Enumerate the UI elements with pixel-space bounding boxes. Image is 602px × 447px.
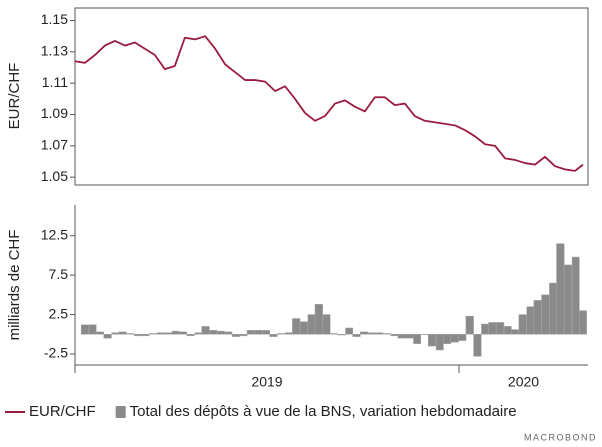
y-tick-label: 12.5 xyxy=(41,226,68,242)
bar xyxy=(118,331,127,335)
bar xyxy=(201,326,210,335)
y-tick-label: 1.11 xyxy=(42,74,68,90)
y-tick-label: -2.5 xyxy=(44,345,68,361)
y-axis-label: milliards de CHF xyxy=(6,230,23,341)
bar xyxy=(556,243,565,335)
bar xyxy=(186,334,195,337)
bar xyxy=(382,333,391,335)
bar xyxy=(563,264,573,335)
bar xyxy=(231,334,240,337)
bar xyxy=(526,306,535,335)
y-tick-label: 1.07 xyxy=(41,137,68,153)
bar xyxy=(80,324,90,335)
bar xyxy=(314,304,323,335)
bar xyxy=(458,334,467,341)
bar xyxy=(239,334,248,337)
y-tick-label: 1.05 xyxy=(41,168,68,184)
bar xyxy=(284,332,293,335)
y-axis-label: EUR/CHF xyxy=(6,63,23,130)
bar xyxy=(367,332,376,335)
y-tick-label: 7.5 xyxy=(49,266,69,282)
bar xyxy=(209,330,218,335)
bar xyxy=(126,333,135,335)
bar xyxy=(450,334,459,343)
bar xyxy=(533,300,542,335)
bar xyxy=(375,332,384,335)
legend-label: Total des dépôts à vue de la BNS, variat… xyxy=(130,403,517,420)
bar xyxy=(481,323,489,335)
bar xyxy=(465,315,474,335)
bar xyxy=(413,334,422,344)
bar xyxy=(148,333,158,335)
bar xyxy=(420,334,429,336)
bar xyxy=(277,333,286,335)
bar xyxy=(194,332,203,335)
bar xyxy=(178,331,187,335)
bar xyxy=(171,330,180,335)
x-tick-label: 2020 xyxy=(508,374,539,390)
bar xyxy=(111,332,120,335)
bar xyxy=(292,318,301,335)
bar xyxy=(307,314,316,335)
bar xyxy=(88,324,97,335)
bar xyxy=(503,326,512,335)
legend-swatch xyxy=(115,406,126,418)
bar xyxy=(141,334,150,337)
y-tick-label: 1.15 xyxy=(41,11,68,27)
bar xyxy=(488,322,497,335)
y-tick-label: 1.09 xyxy=(41,105,68,121)
bar xyxy=(549,282,557,335)
bar xyxy=(337,334,346,336)
bar xyxy=(224,331,233,335)
bar xyxy=(360,331,369,335)
bar xyxy=(518,314,527,335)
bar xyxy=(390,334,399,337)
bar xyxy=(156,332,165,335)
bar xyxy=(495,322,505,335)
bar xyxy=(473,334,482,357)
bar xyxy=(442,334,452,344)
x-tick-label: 2019 xyxy=(251,374,282,390)
bar xyxy=(329,333,338,335)
bar xyxy=(103,334,112,339)
plot-frame xyxy=(74,7,589,186)
bar xyxy=(262,330,271,335)
bar xyxy=(217,330,225,335)
bar xyxy=(345,327,354,335)
bar xyxy=(579,310,587,335)
bar xyxy=(571,256,580,335)
bar xyxy=(405,334,414,339)
bar xyxy=(163,332,173,335)
bar xyxy=(322,314,331,335)
bar xyxy=(95,331,105,335)
footer: MACROBOND xyxy=(524,432,597,442)
bar xyxy=(134,334,142,337)
bar xyxy=(299,321,308,335)
bar xyxy=(435,334,444,351)
y-tick-label: 1.13 xyxy=(41,43,68,59)
bar xyxy=(510,329,520,335)
bar xyxy=(269,334,278,337)
bar xyxy=(352,334,361,337)
bar xyxy=(246,330,255,335)
line xyxy=(74,35,584,172)
legend-label: EUR/CHF xyxy=(29,403,96,420)
bar xyxy=(541,294,550,335)
y-tick-label: 2.5 xyxy=(49,305,69,321)
bar xyxy=(254,330,263,335)
bar xyxy=(428,334,437,347)
bar xyxy=(397,334,406,339)
